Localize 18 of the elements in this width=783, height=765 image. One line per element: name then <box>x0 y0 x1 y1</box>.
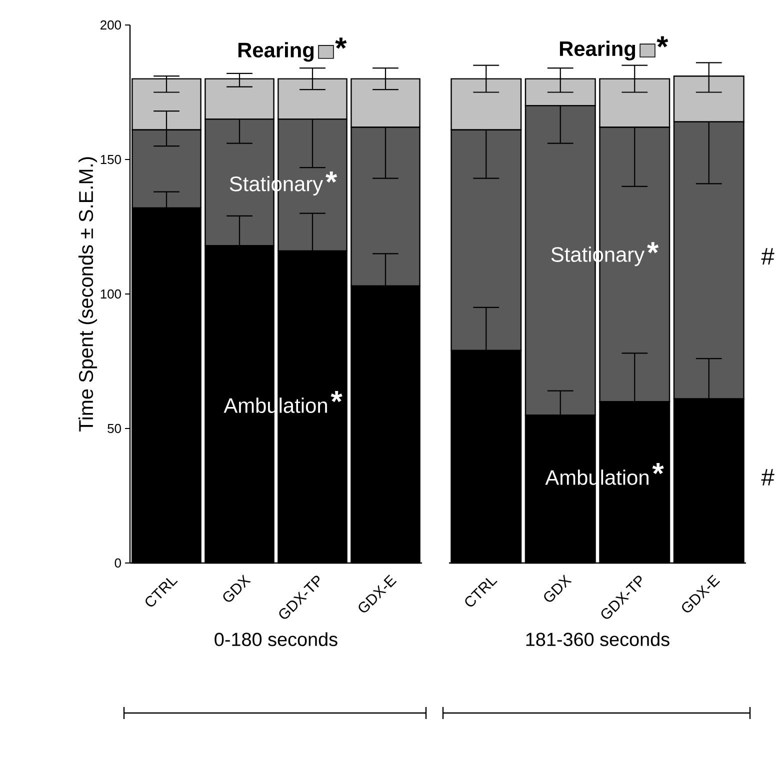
y-tick-label: 100 <box>100 289 121 299</box>
y-tick-label: 200 <box>100 20 121 30</box>
y-axis-title: Time Spent (seconds ± S.E.M.) <box>78 157 98 432</box>
text: # <box>761 469 774 486</box>
annotation: * <box>330 391 342 402</box>
y-tick-label: 150 <box>100 154 121 164</box>
annotation: * <box>326 171 338 183</box>
annotation: * <box>647 242 659 254</box>
text: # <box>761 248 774 265</box>
x-axis-title: 0-180 seconds <box>214 632 338 646</box>
x-axis-title: 181-360 seconds <box>526 632 670 646</box>
y-tick-label: 0 <box>114 558 121 568</box>
y-tick-label: 50 <box>108 424 121 434</box>
annotation: * <box>335 38 347 49</box>
annotation: * <box>656 36 668 48</box>
legend-label: Rearing <box>238 42 314 62</box>
legend-label: Rearing <box>560 40 636 60</box>
annotation: * <box>652 462 664 474</box>
